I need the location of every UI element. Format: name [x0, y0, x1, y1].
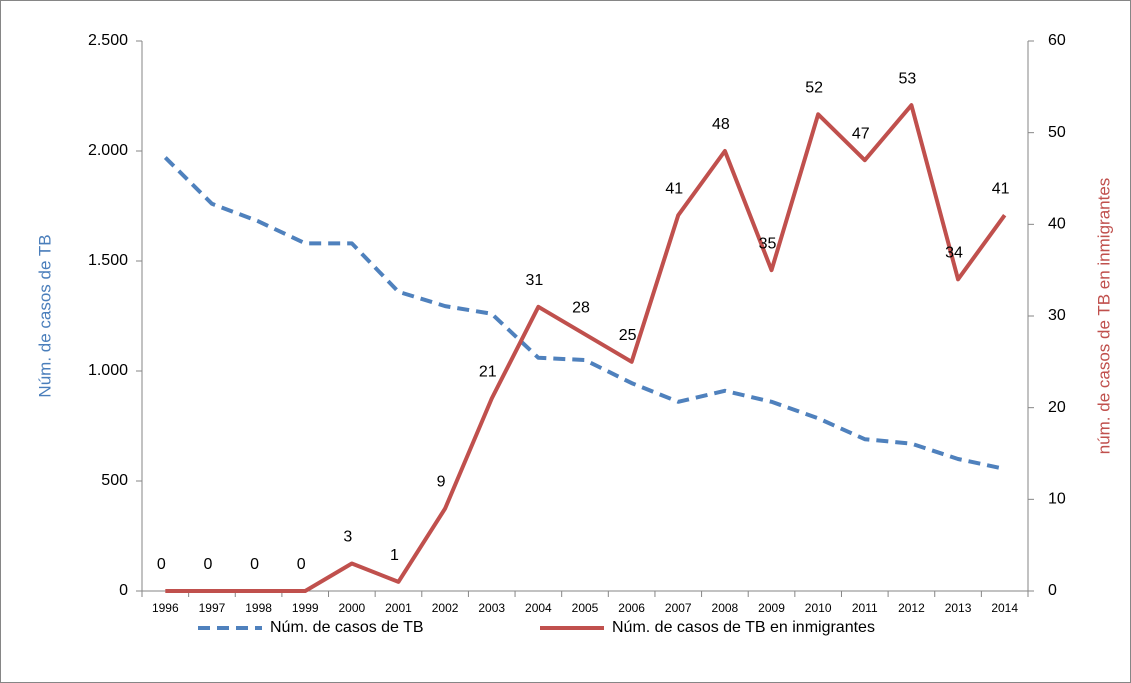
x-tick-label: 2012 [898, 601, 925, 615]
x-tick-label: 2008 [712, 601, 739, 615]
y2-tick-label: 30 [1048, 307, 1066, 324]
x-tick-label: 2000 [338, 601, 365, 615]
data-label: 47 [852, 125, 870, 142]
y-tick-label: 1.000 [88, 362, 128, 379]
y-tick-label: 2.000 [88, 142, 128, 159]
data-label: 53 [899, 70, 917, 87]
data-label: 35 [759, 235, 777, 252]
data-label: 0 [157, 556, 166, 573]
x-tick-label: 1997 [199, 601, 226, 615]
x-tick-label: 2002 [432, 601, 459, 615]
data-label: 41 [992, 180, 1010, 197]
data-label: 52 [805, 80, 823, 97]
y2-tick-label: 0 [1048, 582, 1057, 599]
x-tick-label: 2001 [385, 601, 412, 615]
y-tick-label: 2.500 [88, 32, 128, 49]
x-tick-label: 2011 [852, 601, 878, 615]
y2-tick-label: 60 [1048, 32, 1066, 49]
data-label: 9 [437, 474, 446, 491]
x-tick-label: 2004 [525, 601, 552, 615]
x-tick-label: 1999 [292, 601, 319, 615]
x-tick-label: 2003 [478, 601, 505, 615]
y2-axis-title: núm. de casos de TB en inmigrantes [1094, 178, 1113, 455]
x-tick-label: 2009 [758, 601, 785, 615]
y-tick-label: 500 [101, 472, 128, 489]
y-tick-label: 1.500 [88, 252, 128, 269]
data-label: 48 [712, 116, 730, 133]
y2-tick-label: 10 [1048, 491, 1066, 508]
x-tick-label: 2014 [991, 601, 1018, 615]
x-tick-label: 2013 [945, 601, 972, 615]
x-tick-label: 1998 [245, 601, 272, 615]
data-label: 1 [390, 547, 399, 564]
x-tick-label: 2010 [805, 601, 832, 615]
series-line [163, 156, 1006, 471]
data-label: 41 [665, 180, 683, 197]
y2-tick-label: 50 [1048, 124, 1066, 141]
x-tick-label: 2007 [665, 601, 692, 615]
y-axis-title: Núm. de casos de TB [35, 234, 54, 397]
data-label: 0 [250, 556, 259, 573]
data-label: 0 [297, 556, 306, 573]
data-label: 3 [343, 529, 352, 546]
data-label: 28 [572, 300, 590, 317]
y2-tick-label: 40 [1048, 216, 1066, 233]
y2-tick-label: 20 [1048, 399, 1066, 416]
legend-label: Núm. de casos de TB en inmigrantes [612, 619, 875, 636]
x-tick-label: 1996 [152, 601, 179, 615]
data-label: 21 [479, 364, 497, 381]
y-tick-label: 0 [119, 582, 128, 599]
data-label: 0 [203, 556, 212, 573]
data-label: 25 [619, 327, 637, 344]
x-tick-label: 2005 [572, 601, 599, 615]
x-tick-label: 2006 [618, 601, 645, 615]
series-line [165, 103, 1007, 593]
data-label: 31 [525, 272, 543, 289]
data-label: 34 [945, 245, 963, 262]
legend-label: Núm. de casos de TB [270, 619, 424, 636]
